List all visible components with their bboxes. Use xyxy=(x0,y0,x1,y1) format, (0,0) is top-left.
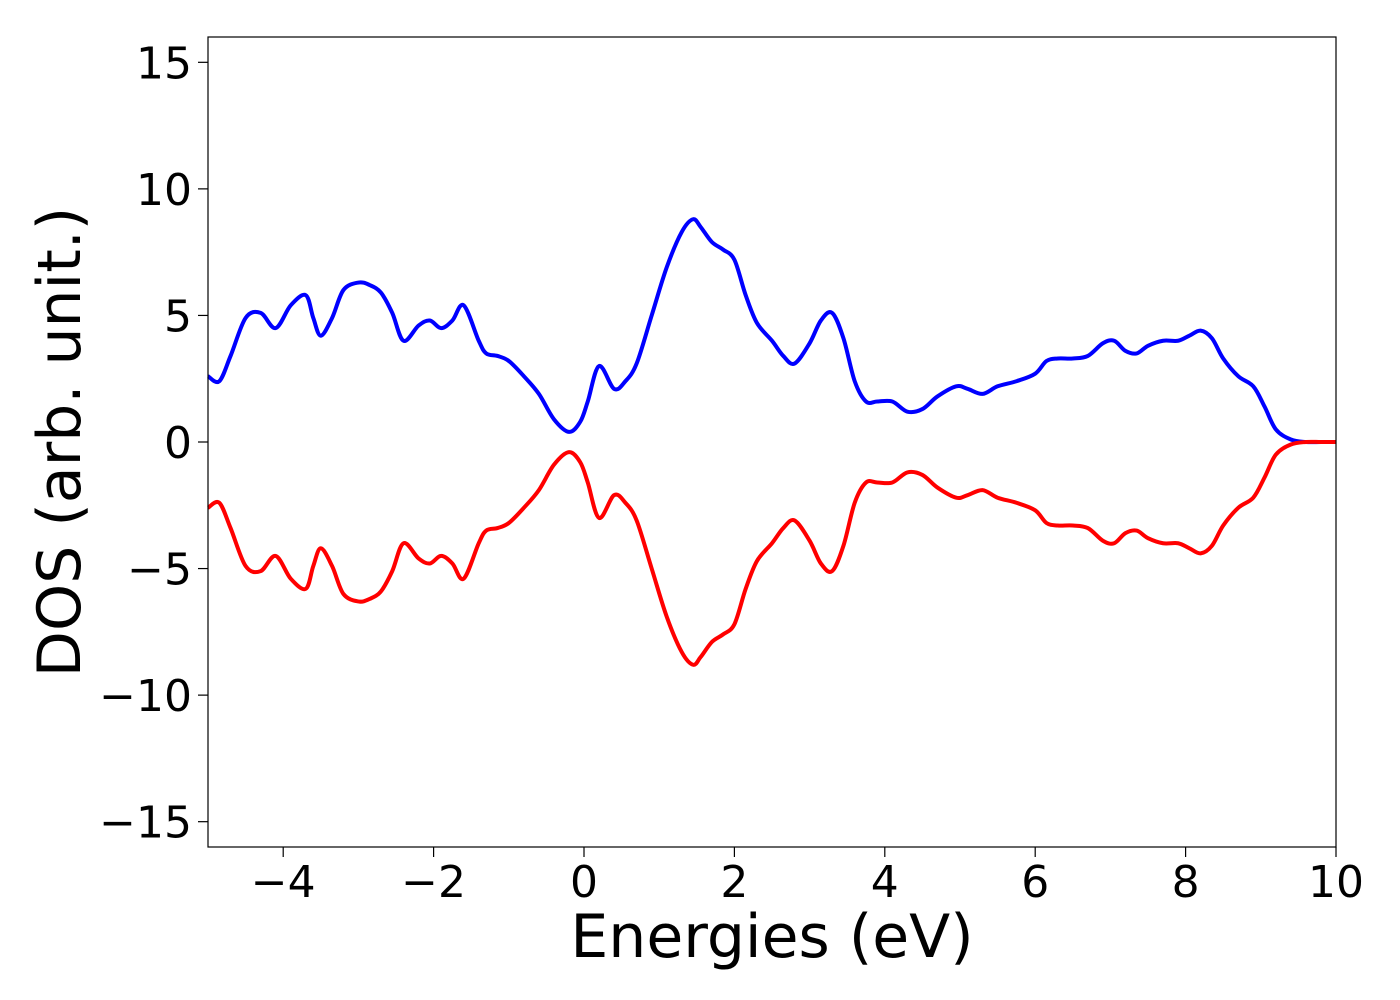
y-tick-label: −15 xyxy=(99,798,192,849)
y-axis-label: DOS (arb. unit.) xyxy=(25,207,95,677)
x-tick-label: 2 xyxy=(720,857,748,908)
x-tick-label: −2 xyxy=(401,857,466,908)
dos-line-red xyxy=(206,439,1336,667)
x-tick-label: 10 xyxy=(1308,857,1364,908)
x-tick-label: 6 xyxy=(1021,857,1049,908)
y-tick-label: 5 xyxy=(164,291,192,342)
y-tick-label: −10 xyxy=(99,671,192,722)
x-tick-label: 0 xyxy=(570,857,598,908)
x-tick-label: −4 xyxy=(251,857,316,908)
y-tick-label: −5 xyxy=(127,545,192,596)
y-tick-label: 15 xyxy=(136,38,192,89)
y-tick-label: 0 xyxy=(164,418,192,469)
dos-line-blue xyxy=(206,217,1336,445)
x-tick-label: 8 xyxy=(1172,857,1200,908)
x-tick-label: 4 xyxy=(871,857,899,908)
plot-frame xyxy=(207,36,1337,848)
ticks-layer: −4 −2 0 2 4 6 8 10 15 10 5 0 −5 −10 −15 xyxy=(99,38,1364,908)
y-tick-label: 10 xyxy=(136,165,192,216)
x-axis-label: Energies (eV) xyxy=(570,902,973,972)
series-layer xyxy=(206,217,1336,667)
